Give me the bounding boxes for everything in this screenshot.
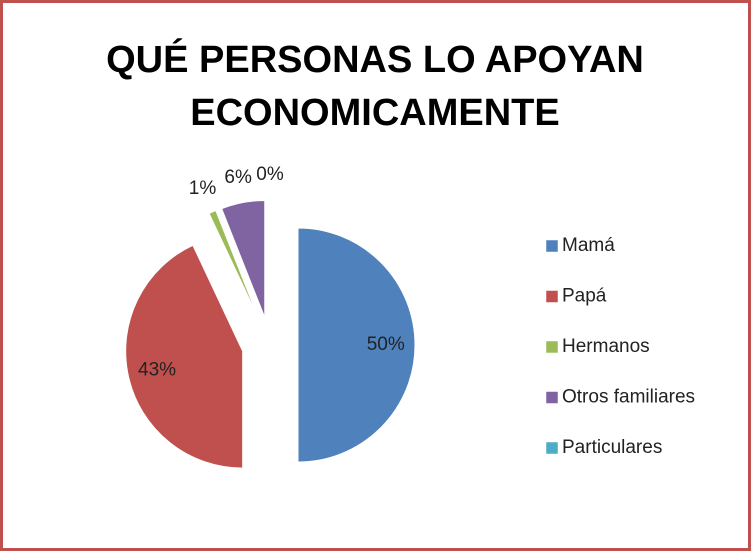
legend-label: Otros familiares (562, 387, 695, 408)
pie-slice (208, 209, 260, 320)
legend-label: Mamá (562, 235, 615, 256)
pie-slice (221, 199, 266, 318)
legend-label: Hermanos (562, 336, 650, 357)
data-label: 43% (138, 359, 176, 380)
legend-swatch (545, 340, 559, 354)
legend-swatch (545, 441, 559, 455)
legend-swatch (545, 239, 559, 253)
data-label: 1% (189, 178, 217, 199)
legend-label: Papá (562, 286, 607, 307)
legend-swatch (545, 391, 559, 404)
pie-slice (297, 227, 416, 463)
pie-slice (125, 244, 244, 469)
data-label: 0% (256, 164, 284, 185)
legend-label: Particulares (562, 437, 662, 458)
chart-title: QUÉ PERSONAS LO APOYAN ECONOMICAMENTE (106, 39, 644, 134)
chart: 50% 43% 1% 6% 0% Mamá Papá Hermanos Otros famili… (125, 164, 695, 469)
data-label: 6% (224, 167, 252, 188)
data-label: 50% (367, 334, 405, 355)
legend-swatch (545, 290, 559, 303)
